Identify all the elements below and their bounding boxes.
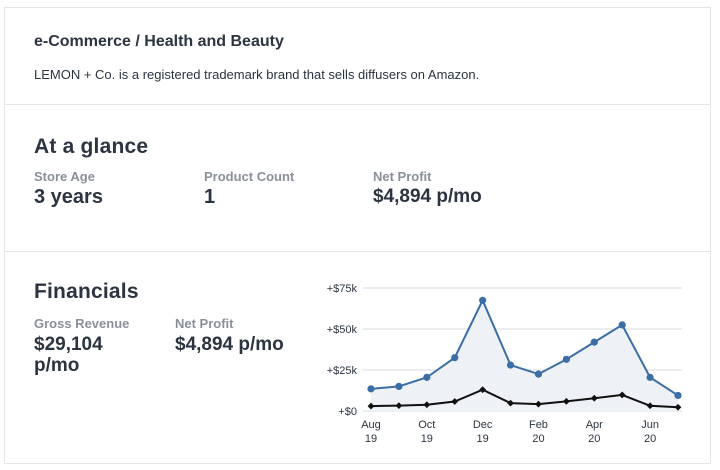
revenue-line	[370, 297, 679, 397]
y-tick-label: +$0	[338, 406, 357, 418]
revenue-point	[674, 391, 682, 400]
revenue-point	[534, 370, 543, 378]
gross-revenue-period: p/mo	[34, 355, 80, 376]
net-profit-label: Net Profit	[373, 169, 432, 184]
gross-revenue-label: Gross Revenue	[34, 316, 130, 331]
product-count-label: Product Count	[204, 169, 295, 184]
revenue-point	[423, 373, 431, 381]
financials-net-profit-label: Net Profit	[175, 316, 234, 331]
listing-card: e-Commerce / Health and Beauty LEMON + C…	[4, 7, 711, 464]
revenue-point	[479, 296, 487, 304]
listing-description: LEMON + Co. is a registered trademark br…	[34, 67, 480, 82]
revenue-point	[590, 338, 598, 346]
profit-point	[479, 386, 487, 394]
revenue-point	[562, 355, 570, 363]
revenue-area	[371, 300, 678, 411]
store-age-value: 3 years	[34, 186, 103, 208]
revenue-point	[618, 321, 626, 329]
revenue-point	[451, 354, 459, 362]
profit-point	[451, 398, 459, 405]
x-tick-label-year: 20	[588, 433, 600, 445]
y-tick-label: +$50k	[327, 324, 358, 336]
financials-title: Financials	[34, 280, 139, 303]
profit-point	[562, 397, 570, 405]
header-section: e-Commerce / Health and Beauty LEMON + C…	[5, 8, 710, 105]
profit-point	[590, 394, 598, 402]
profit-point	[646, 402, 654, 410]
profit-point	[535, 400, 542, 408]
gross-revenue-amount: $29,104	[34, 334, 103, 355]
y-tick-label: +$25k	[327, 365, 358, 377]
at-a-glance-section: At a glance Store Age 3 years Product Co…	[5, 105, 710, 252]
x-tick-label-month: Dec	[473, 419, 493, 431]
x-tick-label-year: 20	[532, 433, 544, 445]
x-tick-label-month: Jun	[641, 419, 659, 431]
financials-section: Financials Gross Revenue $29,104 p/mo Ne…	[5, 252, 710, 463]
x-tick-label-month: Aug	[361, 419, 381, 431]
x-tick-label-month: Oct	[418, 419, 435, 431]
financials-net-profit-value: $4,894 p/mo	[175, 334, 284, 355]
revenue-point	[646, 373, 654, 381]
x-tick-label-year: 19	[421, 433, 433, 445]
revenue-point	[395, 382, 403, 390]
x-tick-label-month: Apr	[586, 419, 603, 431]
profit-point	[674, 403, 682, 411]
at-a-glance-title: At a glance	[34, 135, 149, 158]
x-tick-label-year: 20	[644, 433, 656, 445]
financials-chart: +$0 +$25k +$50k +$75k Aug 19 Oct 19 Dec 19 Feb 20 Ap…	[327, 283, 682, 445]
revenue-point	[367, 385, 375, 393]
x-tick-label-month: Feb	[529, 419, 548, 431]
net-profit-value: $4,894 p/mo	[373, 186, 482, 207]
revenue-point	[506, 361, 515, 369]
category-heading: e-Commerce / Health and Beauty	[34, 33, 284, 50]
profit-point	[367, 402, 375, 410]
profit-point	[507, 399, 514, 407]
profit-point	[423, 401, 431, 409]
gross-revenue-value: $29,104 p/mo	[34, 334, 103, 376]
profit-line	[370, 388, 679, 409]
x-tick-label-year: 19	[477, 433, 489, 445]
profit-point	[395, 402, 403, 409]
x-tick-label-year: 19	[365, 433, 377, 445]
product-count-value: 1	[204, 186, 216, 208]
y-tick-label: +$75k	[327, 283, 358, 295]
store-age-label: Store Age	[34, 169, 95, 184]
